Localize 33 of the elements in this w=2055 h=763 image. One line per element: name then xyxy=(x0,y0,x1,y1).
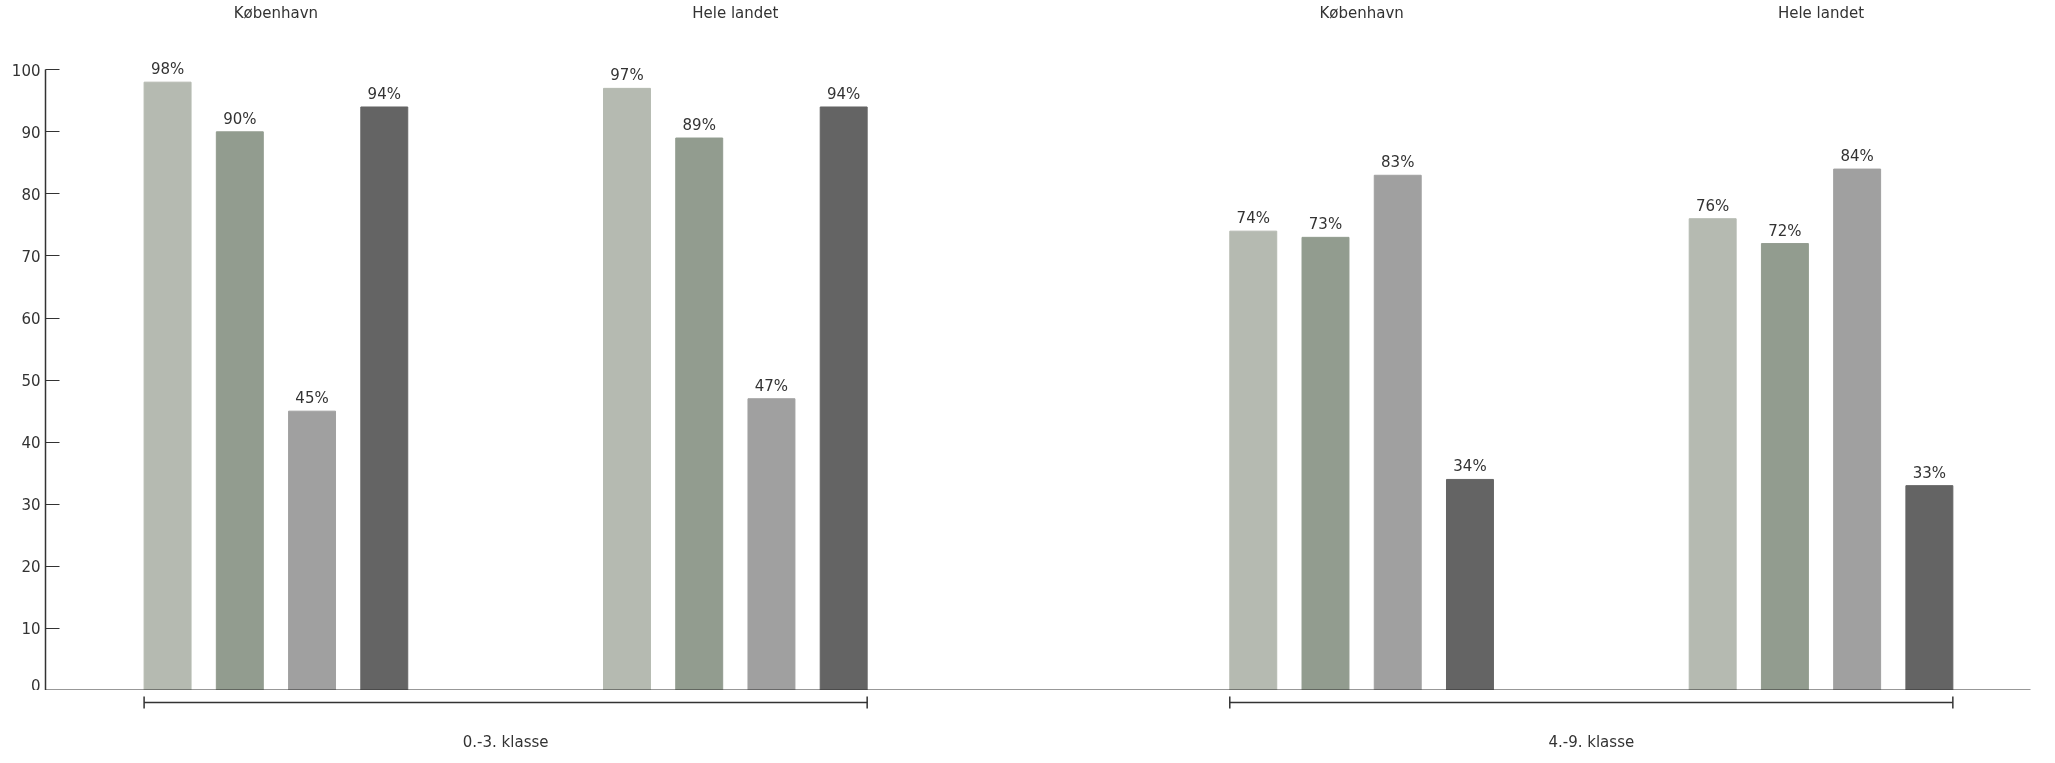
x-tick-label: København xyxy=(233,3,319,22)
data-label: 83% xyxy=(1381,153,1415,172)
y-tick-label: 100 xyxy=(11,61,41,80)
y-tick-label: 60 xyxy=(21,310,41,329)
y-tick-label: 10 xyxy=(21,620,41,639)
text: 4.-9. klasse xyxy=(1548,732,1635,751)
data-label: 97% xyxy=(610,66,644,85)
x-tick-label: København xyxy=(1319,3,1404,22)
data-label: 33% xyxy=(1912,463,1947,482)
data-label: 89% xyxy=(682,116,716,135)
y-tick-label: 30 xyxy=(21,496,41,515)
data-label: 74% xyxy=(1236,209,1270,228)
x-tick-label: Hele landet xyxy=(692,3,779,22)
y-tick-label: 50 xyxy=(21,372,41,391)
y-tick-label: 80 xyxy=(21,185,41,204)
data-label: 72% xyxy=(1768,221,1802,240)
y-tick-label: 70 xyxy=(21,247,41,266)
data-label: 34% xyxy=(1453,457,1487,476)
data-label: 45% xyxy=(295,389,329,408)
data-label: 84% xyxy=(1840,147,1874,166)
data-label: 98% xyxy=(150,60,185,79)
y-tick-label: 0 xyxy=(30,676,41,695)
y-tick-label: 40 xyxy=(21,434,41,453)
data-label: 94% xyxy=(827,84,861,103)
data-label: 90% xyxy=(223,109,257,128)
y-tick-label: 90 xyxy=(21,123,41,142)
x-tick-label: Hele landet xyxy=(1777,3,1865,22)
data-label: 47% xyxy=(754,376,789,395)
y-tick-label: 20 xyxy=(21,558,41,577)
data-label: 76% xyxy=(1696,196,1730,215)
text: 0.-3. klasse xyxy=(462,732,549,751)
data-label: 73% xyxy=(1308,215,1343,234)
data-label: 94% xyxy=(367,84,401,103)
